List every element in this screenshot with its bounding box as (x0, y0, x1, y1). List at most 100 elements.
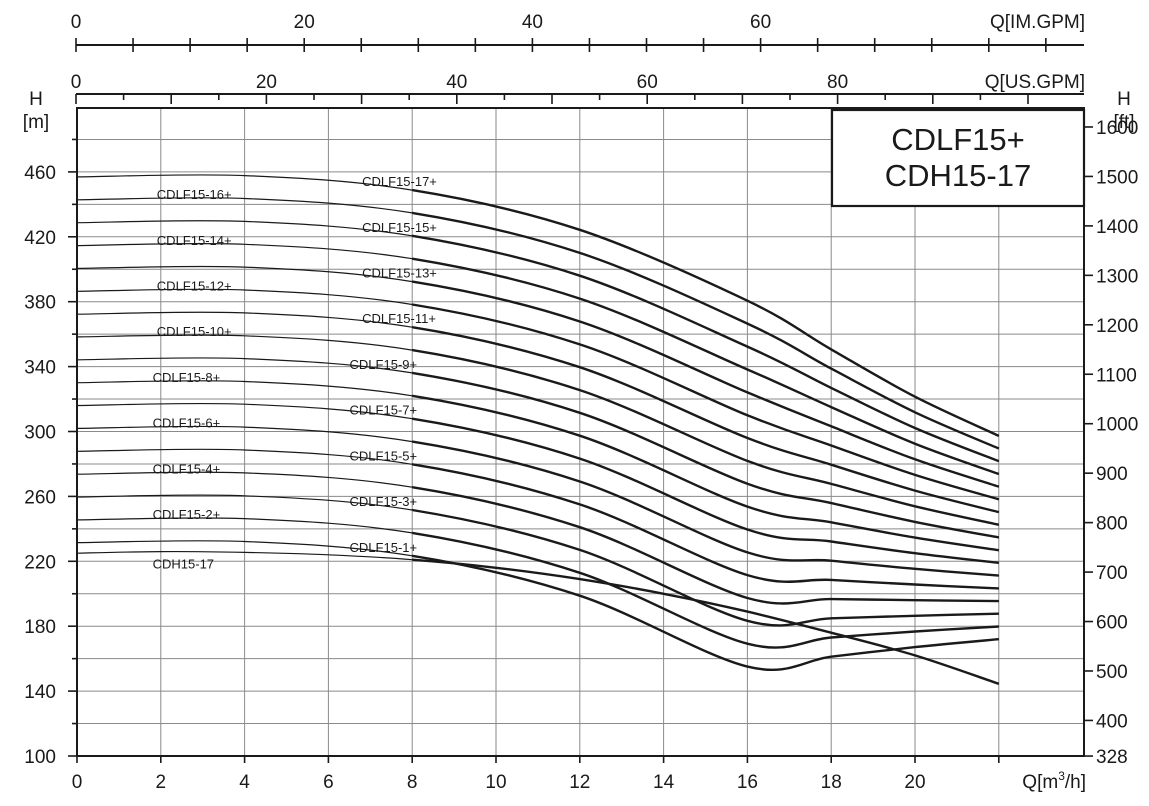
curve-label: CDLF15-4+ (153, 461, 221, 476)
x-tick-label: 18 (821, 772, 842, 793)
y-tick-label-right: 1500 (1096, 167, 1138, 188)
x-tick-label: 0 (72, 772, 83, 793)
curve-line-bold (412, 463, 999, 590)
x-axis-bottom: 0 2 4 6 8 10 12 14 16 18 20 Q[m3/h] (72, 756, 1086, 793)
curve-label: CDLF15-15+ (362, 220, 437, 235)
curve-label: CDLF15-11+ (362, 311, 436, 326)
curve-line-bold (412, 188, 1000, 437)
y-tick-label-right: 400 (1096, 711, 1128, 732)
pump-curves (76, 174, 1000, 685)
curve-label: CDLF15-6+ (153, 416, 221, 431)
curve-labels: CDLF15-17+ CDLF15-16+ CDLF15-15+ CDLF15-14+… (153, 174, 437, 572)
curve-line-bold (412, 257, 1000, 476)
y-axis-left-unit: [m] (23, 112, 49, 133)
model-title-line-1: CDLF15+ (891, 122, 1025, 157)
y-tick-label-right: 900 (1096, 464, 1128, 485)
curve-label: CDLF15-16+ (157, 187, 232, 202)
y-axis-right-title: H (1117, 89, 1131, 110)
curve-label: CDLF15-1+ (350, 540, 418, 555)
x-axis-label: Q[m3/h] (1022, 769, 1086, 793)
us-gpm-tick-label: 80 (827, 72, 848, 93)
y-tick-label-left: 180 (24, 617, 56, 638)
us-gpm-tick-label: 20 (256, 72, 277, 93)
y-tick-label-left: 220 (24, 552, 56, 573)
y-tick-label-right: 1000 (1096, 415, 1138, 436)
curve-line-bold (412, 394, 999, 552)
curve-line-bold (412, 280, 1000, 488)
y-tick-label-right: 1100 (1096, 365, 1137, 386)
curve-label: CDLF15-10+ (157, 324, 232, 339)
y-tick-label-right: 700 (1096, 563, 1128, 584)
curve-line-bold (412, 371, 1000, 539)
curve-label: CDLF15-8+ (153, 370, 221, 385)
y-axis-left-title: H (29, 89, 43, 110)
y-tick-label-left: 420 (24, 228, 56, 249)
curve-line-bold (412, 417, 999, 565)
x-tick-label: 8 (407, 772, 418, 793)
curve-line-bold (412, 234, 1000, 463)
y-axis-right-unit: [ft] (1113, 112, 1134, 133)
curve-label: CDLF15-2+ (153, 507, 221, 522)
model-title-box: CDLF15+CDH15-17 (830, 108, 1086, 208)
y-tick-label-left: 100 (24, 747, 56, 768)
x-axis-us-gpm: 0 20 40 60 80 Q[US.GPM] (71, 72, 1085, 104)
curve-line (76, 311, 999, 513)
model-title-line-2: CDH15-17 (885, 158, 1031, 193)
curve-line-bold (412, 508, 999, 627)
curve-line (76, 174, 1000, 437)
y-tick-label-left: 260 (24, 487, 56, 508)
y-tick-label-left: 300 (24, 423, 56, 444)
y-tick-label-right: 800 (1096, 514, 1128, 535)
y-tick-label-left: 340 (24, 358, 56, 379)
x-tick-label: 20 (904, 772, 925, 793)
curve-line-bold (412, 303, 1000, 501)
y-tick-label-right: 500 (1096, 662, 1128, 683)
y-tick-label-left: 140 (24, 682, 56, 703)
y-tick-label-left: 460 (24, 163, 56, 184)
curve-label: CDLF15-12+ (157, 278, 232, 293)
im-gpm-tick-label: 40 (522, 12, 543, 33)
y-tick-label-right: 1200 (1096, 316, 1138, 337)
x-tick-label: 2 (156, 772, 167, 793)
curve-line-bold (412, 440, 999, 577)
curve-label: CDLF15-3+ (350, 494, 418, 509)
curve-line-bold (412, 485, 999, 605)
curve-line-bold (412, 554, 999, 672)
curve-line (76, 425, 999, 577)
x-tick-label: 10 (485, 772, 506, 793)
us-gpm-tick-label: 60 (637, 72, 658, 93)
x-tick-label: 12 (569, 772, 590, 793)
y-tick-label-right: 600 (1096, 613, 1128, 634)
curve-line-bold (412, 211, 1000, 450)
model-title-frame (830, 108, 1086, 208)
y-tick-label-right: 1600 (1096, 118, 1138, 139)
curve-line-bold (412, 558, 1000, 685)
curve-label: CDLF15-17+ (362, 174, 437, 189)
x-tick-label: 6 (323, 772, 334, 793)
curve-label: CDLF15-14+ (157, 233, 232, 248)
x-tick-label: 16 (737, 772, 758, 793)
curve-line-bold (412, 325, 1000, 514)
y-tick-label-left: 380 (24, 293, 56, 314)
x-tick-label: 4 (239, 772, 250, 793)
y-axis-left: 100 140 180 220 260 300 340 380 420 460 H[m] (23, 89, 77, 768)
y-tick-label-right: 1300 (1096, 266, 1138, 287)
curve-label: CDLF15-7+ (350, 403, 418, 418)
im-gpm-tick-label: 0 (71, 12, 82, 33)
curve-label: CDLF15-9+ (350, 357, 418, 372)
us-gpm-axis-label: Q[US.GPM] (985, 72, 1085, 93)
im-gpm-axis-label: Q[IM.GPM] (990, 12, 1085, 33)
x-tick-label: 14 (653, 772, 675, 793)
curve-label: CDLF15-13+ (362, 266, 437, 281)
curve-line-bold (412, 348, 1000, 526)
x-axis-im-gpm: 0 20 40 60 Q[IM.GPM] (71, 12, 1085, 52)
y-axis-right: 328 400 500 600 700 800 900 1000 1100 1200 1300 140… (1084, 89, 1138, 768)
im-gpm-tick-label: 20 (294, 12, 315, 33)
curve-label: CDLF15-5+ (350, 448, 418, 463)
curve-label: CDH15-17 (153, 557, 214, 572)
us-gpm-tick-label: 40 (446, 72, 467, 93)
y-tick-label-right: 328 (1096, 747, 1128, 768)
us-gpm-tick-label: 0 (71, 72, 82, 93)
im-gpm-tick-label: 60 (750, 12, 771, 33)
